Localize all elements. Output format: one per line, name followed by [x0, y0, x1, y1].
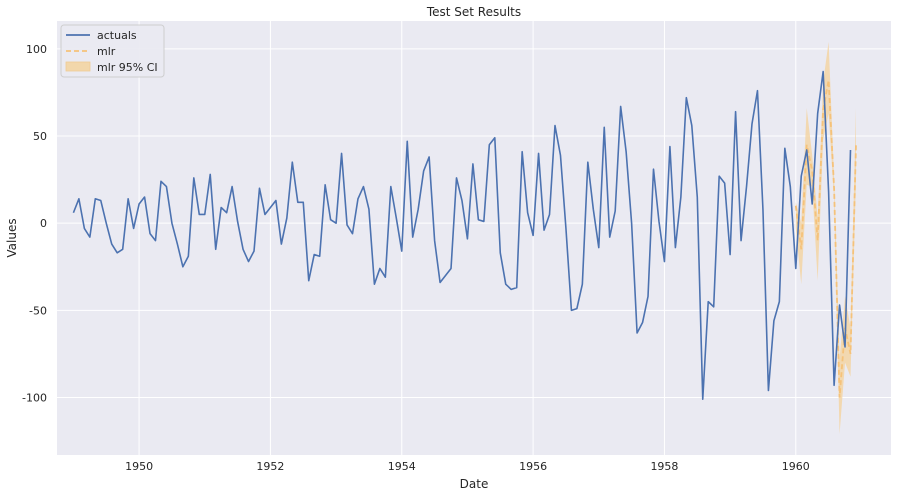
legend-swatch-ci [65, 61, 91, 72]
y-tick-label: -100 [22, 391, 47, 404]
series-actuals-line [72, 70, 852, 401]
legend: actuals mlr mlr 95% CI [60, 24, 165, 78]
series-mlr-line [794, 80, 857, 398]
x-tick-labels: 1950 1952 1954 1956 1958 1960 [125, 460, 810, 473]
chart-title: Test Set Results [426, 5, 521, 19]
x-axis-label: Date [460, 477, 489, 491]
y-tick-label: 100 [26, 43, 47, 56]
plot-background [57, 21, 891, 455]
x-tick-label: 1960 [782, 460, 810, 473]
actuals-line-layer [72, 70, 852, 401]
x-tick-label: 1956 [519, 460, 547, 473]
x-tick-label: 1958 [650, 460, 678, 473]
grid-lines [57, 21, 891, 455]
mlr-line-layer [794, 80, 857, 398]
x-tick-label: 1954 [388, 460, 416, 473]
legend-label-actuals: actuals [97, 29, 137, 42]
y-tick-label: 50 [33, 130, 47, 143]
y-axis-label: Values [5, 218, 19, 257]
legend-label-ci: mlr 95% CI [97, 61, 158, 74]
y-tick-label: -50 [29, 304, 47, 317]
x-tick-label: 1950 [125, 460, 153, 473]
y-tick-label: 0 [40, 217, 47, 230]
y-tick-labels: -100 -50 0 50 100 [22, 43, 47, 405]
legend-label-mlr: mlr [97, 45, 116, 58]
x-tick-label: 1952 [256, 460, 284, 473]
